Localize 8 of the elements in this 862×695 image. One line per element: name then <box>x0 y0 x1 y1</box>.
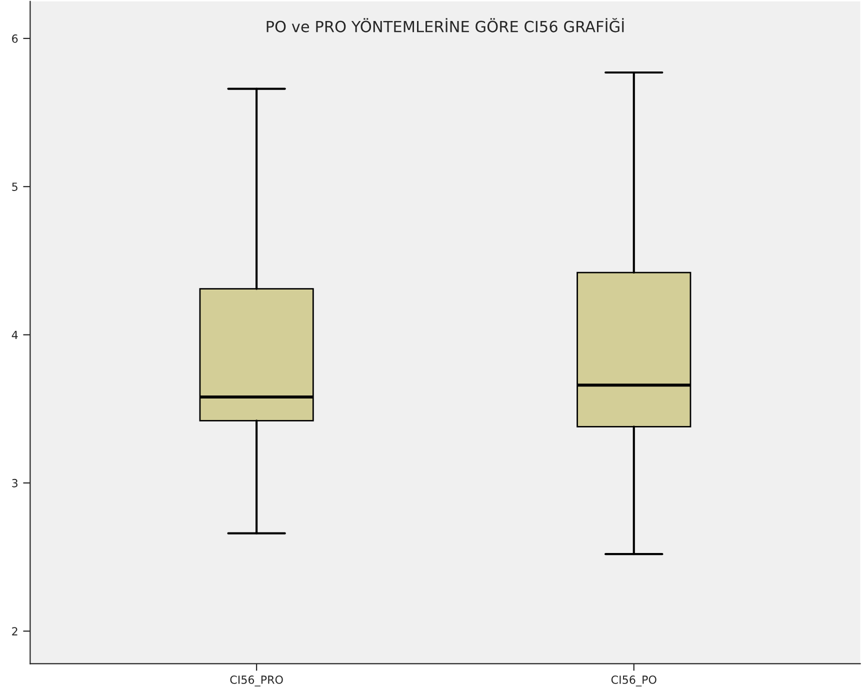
y-tick-label: 6 <box>12 34 18 43</box>
y-tick-label: 2 <box>12 627 18 636</box>
y-tick-label: 5 <box>12 182 18 191</box>
x-tick-label: CI56_PRO <box>230 676 283 686</box>
y-tick-label: 4 <box>12 330 18 339</box>
text: PO ve PRO YÖNTEMLERİNE GÖRE CI56 GRAFİĞİ <box>266 18 624 32</box>
y-tick-label: 3 <box>12 478 18 488</box>
x-tick-label: CI56_PO <box>611 676 656 686</box>
